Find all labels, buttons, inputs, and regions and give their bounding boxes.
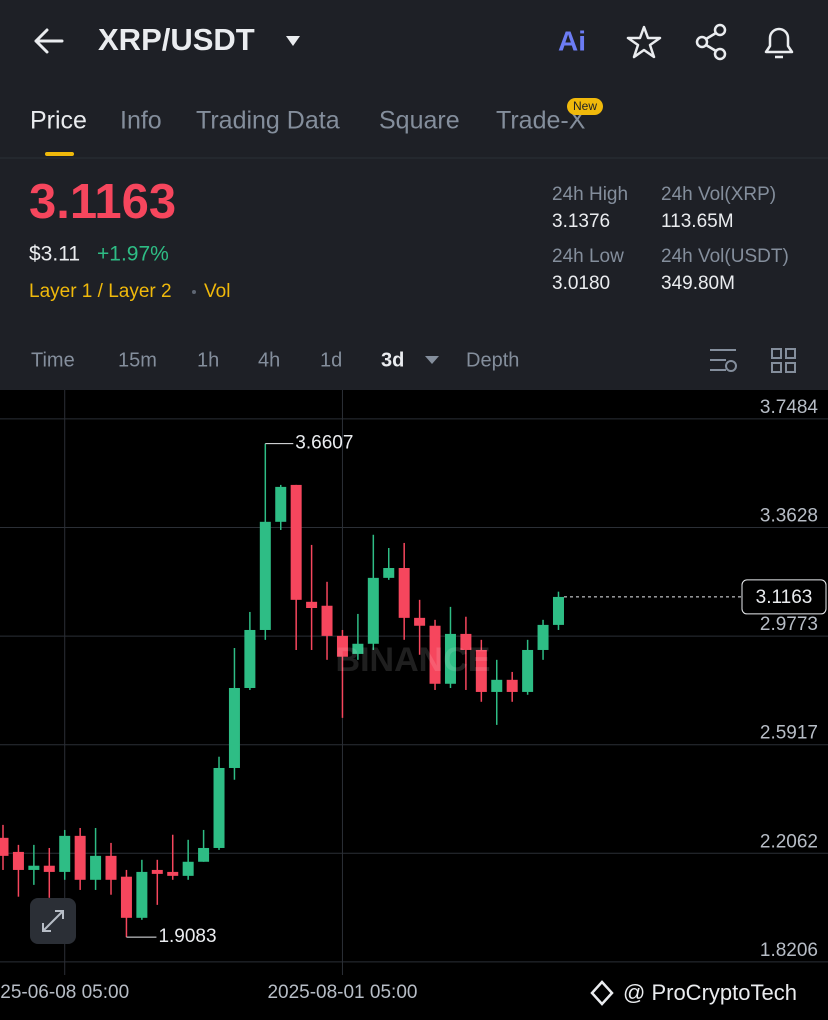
top-panel: [0, 0, 828, 390]
stat-value: 3.0180: [552, 273, 610, 294]
chart: 1.8206 2.2062 2.5917 2.9773 3.3628 3.7484 25-0…: [0, 390, 828, 1003]
favorite-button[interactable]: [626, 25, 662, 59]
tab[interactable]: Info: [120, 107, 162, 135]
usd-price: $3.11: [29, 243, 80, 266]
indicator-settings[interactable]: [710, 349, 737, 372]
min-label: 1.9083: [158, 926, 216, 947]
watermark: BINANCE: [336, 641, 491, 679]
candle-body: [429, 625, 441, 684]
stat-label: 24h Vol(XRP): [661, 184, 776, 205]
candle-body: [12, 851, 24, 870]
interval[interactable]: 1d: [320, 349, 342, 371]
candle-body: [182, 861, 194, 876]
candle-body: [275, 486, 287, 522]
candle-body: [290, 484, 302, 600]
x-tick-label: 2025-08-01 05:00: [267, 982, 417, 1003]
tab[interactable]: Square: [379, 107, 460, 135]
candle-body: [506, 679, 518, 692]
chart-panel: [0, 390, 828, 1020]
interval[interactable]: 4h: [258, 349, 280, 371]
candle-body: [552, 596, 564, 625]
y-tick-label: 1.8206: [760, 940, 818, 961]
stat-label: 24h Low: [552, 246, 624, 267]
stat-label: 24h High: [552, 184, 628, 205]
candle-body: [367, 577, 379, 644]
y-tick-label: 3.3628: [760, 506, 818, 527]
last-price: 3.1163: [29, 175, 176, 229]
pair-dropdown[interactable]: [286, 36, 300, 46]
candle-body: [198, 847, 210, 862]
interval-selected[interactable]: 3d: [381, 349, 404, 371]
y-tick-label: 2.2062: [760, 831, 818, 852]
candle-body: [522, 649, 534, 692]
candle-body: [0, 837, 9, 856]
candle-body: [414, 617, 426, 626]
candle-body: [167, 871, 179, 876]
pair[interactable]: XRP/USDT: [98, 22, 255, 57]
expand-icon: [42, 910, 64, 932]
candle-body: [120, 876, 132, 918]
layout-button[interactable]: [771, 348, 796, 373]
candle-body: [259, 521, 271, 630]
tab-indicator: [45, 152, 74, 156]
footer-logo: [590, 980, 614, 1006]
candle-body: [151, 869, 163, 874]
candle-body: [59, 835, 71, 872]
stat-value: 3.1376: [552, 211, 610, 232]
alert-button[interactable]: [764, 27, 794, 59]
tag[interactable]: Vol: [204, 281, 230, 302]
candle-body: [321, 605, 333, 636]
candle-body: [105, 855, 117, 880]
tag-separator: [192, 290, 196, 294]
y-tick-label: 3.7484: [760, 397, 819, 418]
tab[interactable]: Trading Data: [196, 107, 340, 135]
interval[interactable]: 1h: [197, 349, 219, 371]
candle-body: [228, 687, 240, 768]
stat-value: 349.80M: [661, 273, 735, 294]
y-tick-label: 2.9773: [760, 614, 818, 635]
interval[interactable]: Time: [31, 349, 75, 371]
candle-body: [244, 629, 256, 688]
candle-body: [306, 601, 318, 609]
back-button[interactable]: [34, 28, 64, 54]
y-tick-label: 2.5917: [760, 723, 818, 744]
stat-value: 113.65M: [661, 211, 734, 232]
candle-body: [444, 633, 456, 684]
tab[interactable]: Price: [30, 107, 87, 135]
candle-body: [352, 643, 364, 654]
max-label: 3.6607: [295, 433, 353, 454]
interval-dropdown[interactable]: [425, 356, 439, 364]
ai-button[interactable]: Ai: [558, 25, 586, 56]
candle-body: [213, 767, 225, 848]
share-button[interactable]: [695, 23, 727, 61]
candle-body: [336, 635, 348, 657]
candle-body: [28, 865, 40, 870]
candle-body: [537, 624, 549, 650]
stat-label: 24h Vol(USDT): [661, 246, 789, 267]
interval[interactable]: Depth: [466, 349, 519, 371]
candle-body: [74, 835, 86, 880]
change: +1.97%: [97, 243, 169, 266]
candle-body: [383, 568, 395, 578]
tag[interactable]: Layer 1 / Layer 2: [29, 281, 172, 302]
candle-body: [460, 633, 472, 650]
candle-body: [491, 679, 503, 692]
interval[interactable]: 15m: [118, 349, 157, 371]
last-price-box: [741, 579, 827, 615]
new-badge-text: New: [573, 99, 597, 113]
footer-credit: @ ProCryptoTech: [623, 980, 797, 1005]
candle-body: [43, 865, 55, 872]
candle-body: [398, 568, 410, 618]
candle-body: [136, 871, 148, 918]
candle-body: [475, 649, 487, 692]
new-badge: [567, 98, 603, 115]
candle-body: [90, 855, 102, 880]
x-tick-label: 25-06-08 05:00: [0, 982, 129, 1003]
last-price-label: 3.1163: [756, 587, 813, 608]
